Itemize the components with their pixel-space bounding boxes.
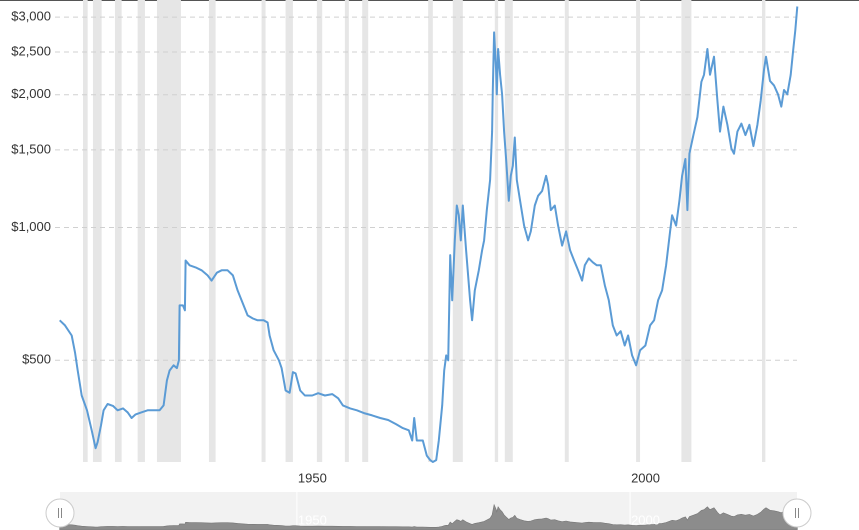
y-tick-label: $1,000 <box>11 219 51 234</box>
navigator-area <box>59 499 798 530</box>
navigator-handle[interactable] <box>782 498 812 528</box>
recession-band <box>344 0 349 462</box>
recession-band <box>452 0 463 462</box>
recession-band <box>762 0 766 462</box>
navigator-tick-label: 1950 <box>298 512 327 527</box>
recession-band <box>285 0 293 462</box>
recession-band <box>494 0 499 462</box>
recession-band <box>114 0 122 462</box>
x-tick-label: 2000 <box>631 470 660 485</box>
handle-circle <box>45 498 75 528</box>
navigator-handle[interactable] <box>45 498 75 528</box>
recession-band <box>504 0 513 462</box>
y-tick-label: $3,000 <box>11 9 51 24</box>
price-line <box>59 6 799 463</box>
recession-band <box>82 0 88 462</box>
recession-band <box>261 0 266 462</box>
recession-band <box>208 0 216 462</box>
recession-band <box>428 0 433 462</box>
recession-band <box>137 0 145 462</box>
handle-circle <box>782 498 812 528</box>
recession-band <box>156 0 181 462</box>
recession-band <box>636 0 641 462</box>
y-tick-label: $1,500 <box>11 141 51 156</box>
x-tick-label: 1950 <box>298 470 327 485</box>
recession-band <box>92 0 102 462</box>
recession-band <box>316 0 323 462</box>
recession-band <box>362 0 369 462</box>
y-tick-label: $500 <box>22 352 51 367</box>
navigator-tick-label: 2000 <box>631 512 660 527</box>
y-tick-label: $2,500 <box>11 43 51 58</box>
recession-band <box>681 0 692 462</box>
y-tick-label: $2,000 <box>11 86 51 101</box>
